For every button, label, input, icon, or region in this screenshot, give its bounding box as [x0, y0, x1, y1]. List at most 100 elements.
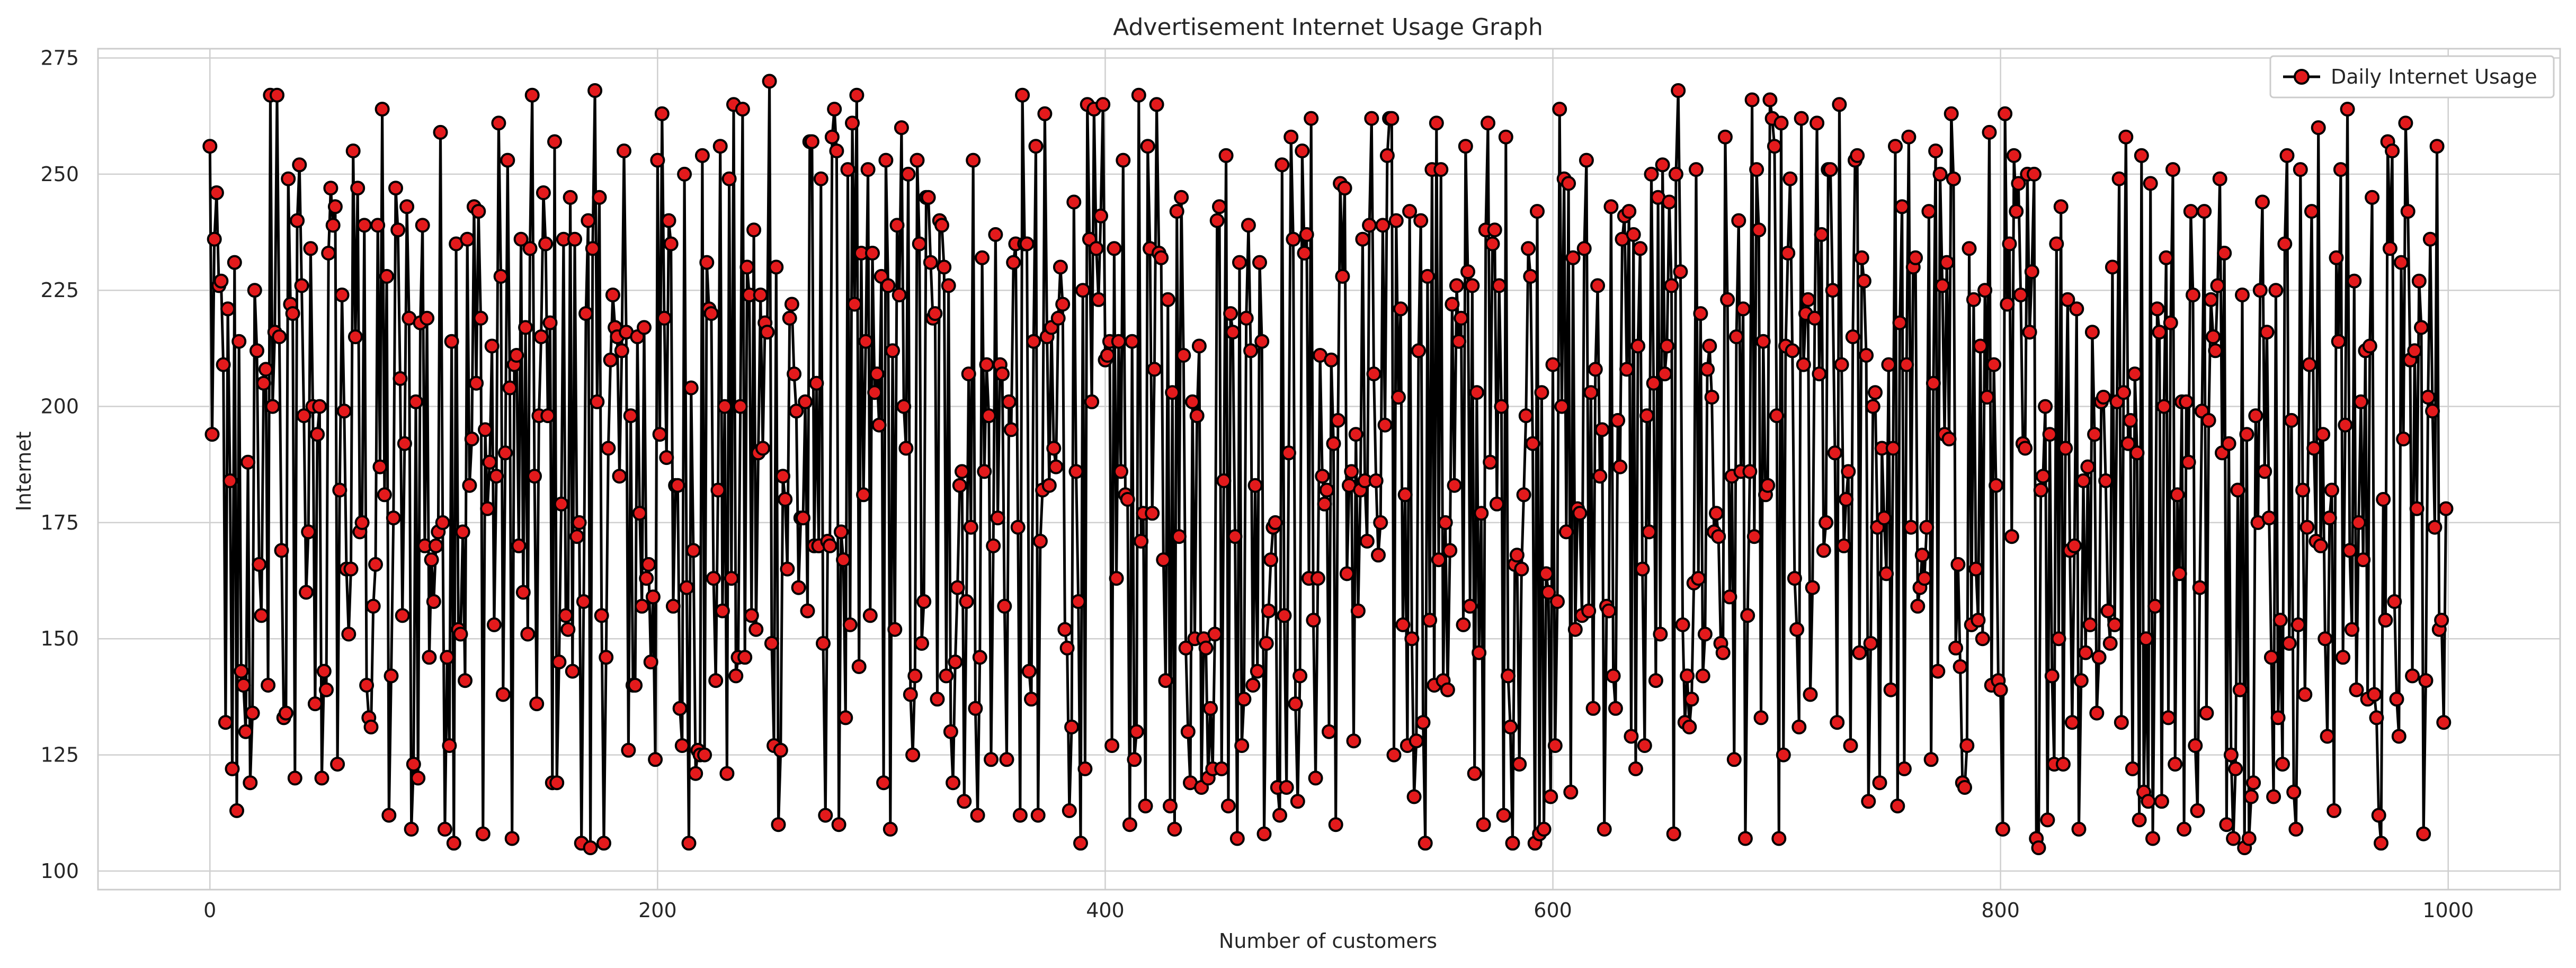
data-point	[446, 836, 461, 851]
data-point	[1585, 701, 1601, 716]
x-axis-label: Number of customers	[1219, 929, 1437, 953]
data-point	[2376, 492, 2391, 507]
data-point	[699, 255, 715, 270]
data-point	[637, 320, 652, 335]
data-point	[2042, 427, 2057, 442]
plot-frame	[97, 48, 2561, 891]
data-point	[471, 204, 486, 219]
data-point	[1814, 227, 1829, 242]
data-point	[760, 325, 775, 340]
data-point	[2385, 144, 2400, 158]
data-point	[1472, 645, 1487, 660]
data-point	[1910, 598, 1926, 614]
data-point	[1948, 640, 1964, 656]
data-point	[1299, 227, 1314, 242]
data-point	[599, 650, 614, 665]
data-point	[2371, 808, 2386, 823]
data-point	[2033, 482, 2048, 498]
data-point	[1310, 571, 1325, 586]
data-point	[1505, 836, 1520, 851]
data-point	[207, 231, 222, 247]
data-point	[296, 408, 311, 424]
data-point	[988, 227, 1003, 242]
data-point	[1928, 144, 1944, 158]
data-point	[2188, 738, 2203, 753]
data-point	[1655, 157, 1670, 173]
data-point	[1881, 357, 1896, 372]
data-point	[1415, 715, 1431, 730]
data-point	[898, 441, 914, 456]
data-point	[1603, 199, 1619, 214]
data-point	[2422, 231, 2438, 247]
data-point	[995, 366, 1010, 382]
data-point	[1404, 631, 1420, 647]
data-point	[594, 608, 609, 623]
data-point	[1163, 799, 1178, 814]
data-point	[764, 636, 779, 651]
data-point	[493, 268, 509, 284]
y-tick-label: 100	[40, 859, 79, 883]
data-point	[1290, 794, 1305, 809]
data-point	[478, 422, 493, 437]
data-point	[1816, 543, 1831, 558]
data-point	[1863, 636, 1878, 651]
data-point	[1682, 719, 1697, 734]
data-point	[404, 821, 419, 837]
data-point	[1796, 357, 1811, 372]
data-point	[849, 87, 864, 103]
data-point	[1418, 836, 1433, 851]
data-point	[254, 608, 269, 623]
data-point	[314, 770, 329, 786]
data-point	[867, 385, 883, 400]
data-point	[1306, 613, 1321, 628]
data-point	[2060, 292, 2075, 307]
data-point	[1001, 394, 1017, 409]
data-point	[1279, 780, 1294, 795]
data-point	[460, 231, 475, 247]
data-point	[2027, 166, 2042, 182]
data-point	[712, 139, 728, 154]
data-point	[520, 626, 536, 642]
data-point	[1697, 626, 1713, 642]
data-point	[1304, 111, 1319, 126]
data-point	[440, 650, 455, 665]
data-point	[1917, 571, 1932, 586]
data-point	[1406, 789, 1422, 804]
data-point	[2232, 682, 2248, 697]
data-point	[1169, 204, 1184, 219]
data-point	[2071, 821, 2087, 837]
data-point	[1344, 464, 1359, 479]
data-point	[1030, 808, 1046, 823]
data-point	[386, 510, 401, 526]
data-point	[1971, 613, 1986, 628]
data-point	[1454, 310, 1469, 326]
x-tick-label: 600	[1534, 899, 1572, 922]
data-point	[1501, 668, 1516, 684]
data-point	[2159, 250, 2174, 265]
data-point	[1977, 283, 1993, 298]
data-point	[473, 310, 488, 326]
data-point	[2111, 171, 2127, 186]
data-point	[2035, 469, 2051, 484]
data-point	[961, 366, 976, 382]
data-point	[804, 134, 819, 149]
data-point	[2382, 241, 2397, 256]
data-point	[2374, 836, 2388, 851]
data-point	[2091, 650, 2107, 665]
data-point	[515, 585, 531, 600]
data-point	[1980, 390, 1995, 405]
data-point	[968, 701, 983, 716]
data-point	[1995, 821, 2010, 837]
data-point	[2288, 821, 2304, 837]
data-point	[294, 278, 309, 293]
data-point	[486, 617, 502, 632]
data-point	[869, 366, 885, 382]
data-point	[1147, 362, 1162, 377]
data-point	[2212, 171, 2227, 186]
data-point	[247, 283, 262, 298]
data-point	[1751, 222, 1767, 238]
data-point	[914, 636, 929, 651]
data-point	[1794, 111, 1809, 126]
data-point	[1841, 464, 1856, 479]
data-point	[2044, 668, 2060, 684]
